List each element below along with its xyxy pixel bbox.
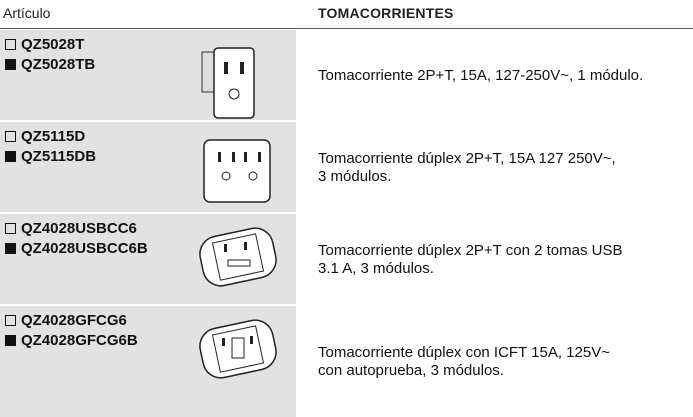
column-header: Artículo [3,5,51,21]
article-code: QZ5115DB [5,148,96,165]
table-row: QZ4028USBCC6 QZ4028USBCC6B Tomacorriente d… [0,214,693,306]
product-image [198,222,278,297]
table-row: QZ4028GFCG6 QZ4028GFCG6B Tomacorriente dúp… [0,306,693,417]
article-code: QZ5028T [5,36,84,53]
description-line: Tomacorriente dúplex con ICFT 15A, 125V~ [318,343,610,361]
description: Tomacorriente 2P+T, 15A, 127-250V~, 1 mó… [318,67,643,85]
checkbox [5,315,16,326]
article-code: QZ4028GFCG6B [5,332,138,349]
article-code: QZ4028GFCG6 [5,312,127,329]
product-image [198,44,260,129]
checkbox [5,335,16,346]
row-separator [0,212,693,214]
code-text: QZ4028USBCC6 [21,220,137,237]
row-separator [0,120,693,122]
checkbox [5,223,16,234]
code-text: QZ5028TB [21,56,96,73]
description: Tomacorriente dúplex 2P+T, 15A 127 250V~… [318,150,616,186]
checkbox [5,39,16,50]
description-line: 3 módulos. [318,168,392,185]
article-code: QZ4028USBCC6B [5,240,148,257]
code-text: QZ4028GFCG6 [21,312,127,329]
description-line: 3.1 A, 3 módulos. [318,260,434,277]
table-row: QZ5115D QZ5115DB Tomacorriente dúplex 2P+T… [0,122,693,214]
article-code: QZ5115D [5,128,85,145]
checkbox [5,151,16,162]
row-separator [0,304,693,306]
description: Tomacorriente dúplex 2P+T con 2 tomas US… [318,242,622,278]
article-code: QZ4028USBCC6 [5,220,137,237]
table-row: QZ5028T QZ5028TB Tomacorriente 2P+T, 15A, … [0,30,693,122]
description-line: Tomacorriente dúplex 2P+T, 15A 127 250V~… [318,150,616,167]
checkbox [5,131,16,142]
code-text: QZ5115DB [21,148,97,165]
description-line: Tomacorriente dúplex 2P+T con 2 tomas US… [318,242,623,259]
code-text: QZ4028GFCG6B [21,332,138,349]
code-text: QZ5028T [21,36,85,53]
header-rule [0,28,693,29]
product-image [198,130,278,215]
article-code: QZ5028TB [5,56,95,73]
code-text: QZ5115D [21,128,86,145]
checkbox [5,243,16,254]
description-line: Tomacorriente 2P+T, 15A, 127-250V~, 1 mó… [318,67,644,84]
product-image [198,314,278,389]
description: Tomacorriente dúplex con ICFT 15A, 125V~… [318,344,610,380]
description-line: con autoprueba, 3 módulos. [318,361,504,379]
column-header: TOMACORRIENTES [318,5,454,21]
checkbox [5,59,16,70]
code-text: QZ4028USBCC6B [21,240,148,257]
